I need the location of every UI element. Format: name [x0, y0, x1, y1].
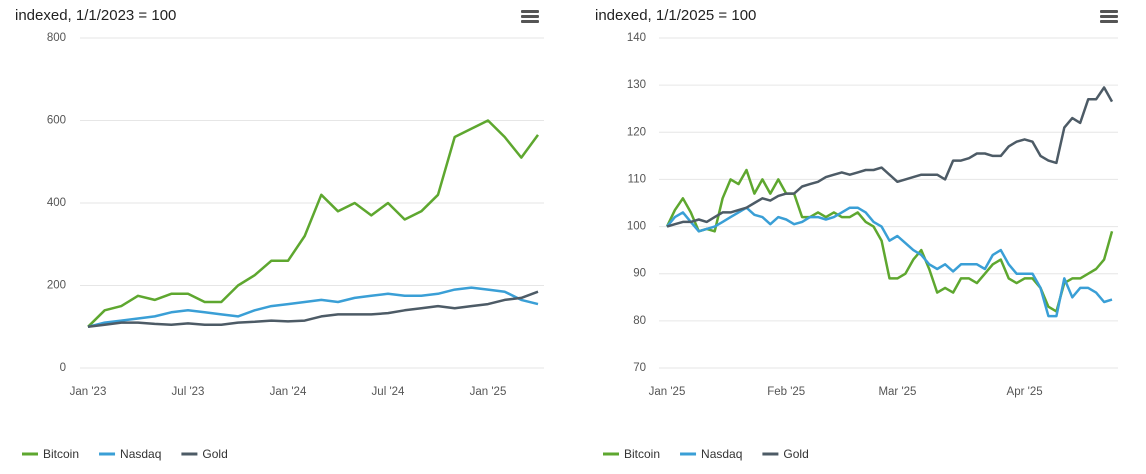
legend-label: Gold: [202, 447, 227, 461]
legend-item[interactable]: Bitcoin: [603, 447, 660, 461]
menu-bar: [1100, 10, 1118, 13]
y-tick-label: 800: [47, 32, 66, 44]
x-tick-label: Jan '25: [649, 386, 686, 398]
x-tick-label: Jul '23: [172, 386, 205, 398]
legend-item[interactable]: Gold: [762, 447, 809, 461]
y-tick-label: 200: [47, 280, 66, 292]
legend-label: Nasdaq: [701, 447, 742, 461]
menu-bar: [1100, 15, 1118, 18]
y-tick-label: 130: [627, 79, 646, 91]
legend-label: Bitcoin: [624, 447, 660, 461]
y-tick-label: 120: [627, 126, 646, 138]
legend-label: Nasdaq: [120, 447, 161, 461]
y-tick-label: 0: [60, 362, 66, 374]
series-line: [666, 86, 1114, 228]
y-tick-label: 400: [47, 197, 66, 209]
chart-title: indexed, 1/1/2023 = 100: [15, 7, 176, 24]
y-tick-label: 100: [627, 221, 646, 233]
menu-bar: [521, 10, 539, 13]
legend-item[interactable]: Nasdaq: [99, 447, 161, 461]
x-tick-label: Feb '25: [767, 386, 805, 398]
y-tick-label: 80: [633, 315, 646, 327]
y-tick-label: 90: [633, 268, 646, 280]
x-tick-label: Jan '24: [270, 386, 307, 398]
legend-label: Bitcoin: [43, 447, 79, 461]
x-tick-label: Jan '23: [70, 386, 107, 398]
x-tick-label: Mar '25: [878, 386, 916, 398]
legend-label: Gold: [783, 447, 808, 461]
legend-item[interactable]: Nasdaq: [680, 447, 742, 461]
y-tick-label: 140: [627, 32, 646, 44]
x-tick-label: Jan '25: [470, 386, 507, 398]
chart-title: indexed, 1/1/2025 = 100: [595, 7, 756, 24]
menu-button[interactable]: [521, 10, 539, 23]
y-tick-label: 600: [47, 115, 66, 127]
y-tick-label: 70: [633, 362, 646, 374]
series-line: [666, 206, 1113, 318]
legend-item[interactable]: Bitcoin: [22, 447, 79, 461]
x-tick-label: Apr '25: [1007, 386, 1043, 398]
series-line: [87, 119, 540, 328]
series-line: [87, 286, 539, 329]
menu-bar: [521, 15, 539, 18]
menu-bar: [521, 20, 539, 23]
y-tick-label: 110: [628, 173, 646, 185]
x-tick-label: Jul '24: [372, 386, 405, 398]
series-line: [87, 290, 539, 329]
menu-bar: [1100, 20, 1118, 23]
legend-item[interactable]: Gold: [181, 447, 228, 461]
menu-button[interactable]: [1100, 10, 1118, 23]
